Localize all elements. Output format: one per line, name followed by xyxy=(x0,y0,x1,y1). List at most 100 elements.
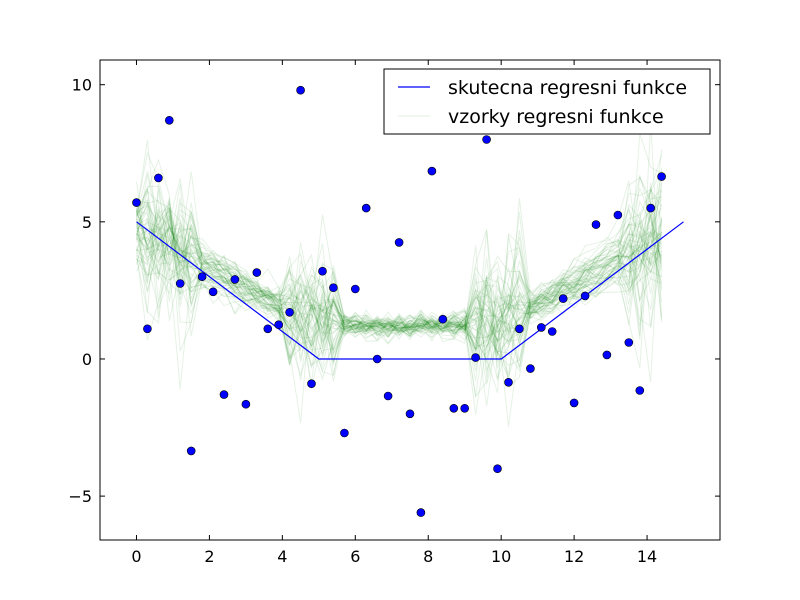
sample-curve xyxy=(136,195,662,351)
sample-curve xyxy=(136,149,663,373)
data-point xyxy=(372,354,382,364)
data-points xyxy=(132,85,666,517)
legend-box xyxy=(383,68,711,135)
sample-curve xyxy=(136,158,663,407)
data-point xyxy=(558,294,568,303)
data-point xyxy=(165,116,174,125)
true-function-layer xyxy=(136,221,684,360)
sample-curve xyxy=(136,219,662,347)
sample-curve xyxy=(136,178,662,342)
plot-frame xyxy=(99,59,721,541)
sample-curve xyxy=(136,226,662,341)
data-point xyxy=(471,353,480,362)
data-point xyxy=(340,428,349,438)
data-point xyxy=(427,166,437,176)
data-point xyxy=(296,85,305,95)
sample-curve xyxy=(136,167,663,415)
data-point xyxy=(416,508,426,517)
sample-curve xyxy=(136,217,663,345)
data-point xyxy=(580,291,590,301)
data-point xyxy=(143,324,152,334)
data-point xyxy=(252,268,262,277)
data-point xyxy=(230,275,240,284)
data-point xyxy=(515,324,524,334)
sample-curve xyxy=(136,207,662,364)
sample-curve xyxy=(136,246,662,368)
x-tick-label: 10 xyxy=(491,547,511,566)
data-point xyxy=(482,135,491,144)
data-point xyxy=(569,398,579,408)
sample-curve xyxy=(136,216,663,333)
data-point xyxy=(361,203,371,213)
data-point xyxy=(241,399,251,409)
legend-label-true-function: skutecna regresni funkce xyxy=(448,77,687,99)
x-tick-label: 0 xyxy=(131,547,141,566)
sample-curve xyxy=(136,227,662,364)
data-point xyxy=(318,266,327,276)
data-point xyxy=(493,464,502,474)
data-point xyxy=(263,324,273,334)
sample-curve xyxy=(136,187,663,363)
sample-curve xyxy=(136,220,663,365)
sample-curve xyxy=(136,179,663,427)
data-point xyxy=(329,283,338,293)
data-point xyxy=(132,198,141,207)
sample-curve xyxy=(136,197,662,424)
sample-curve xyxy=(136,188,663,367)
data-point xyxy=(285,307,294,317)
y-tick-label: 0 xyxy=(82,350,92,369)
sample-curve xyxy=(136,186,663,334)
sample-curve xyxy=(136,201,663,373)
x-tick-label: 8 xyxy=(423,547,433,566)
sample-curve xyxy=(136,185,663,376)
data-point xyxy=(154,173,163,183)
data-point xyxy=(186,446,196,456)
data-point xyxy=(547,327,557,336)
data-point xyxy=(274,320,284,330)
x-tick-label: 14 xyxy=(637,547,657,566)
data-point xyxy=(591,220,601,229)
sample-curves xyxy=(136,123,663,427)
sample-curve xyxy=(136,175,663,357)
data-point xyxy=(536,323,546,332)
plot-area xyxy=(100,60,720,540)
sample-curve xyxy=(136,170,663,365)
legend-label-samples: vzorky regresni funkce xyxy=(448,106,664,128)
sample-curve xyxy=(136,173,663,341)
data-point xyxy=(635,386,645,395)
sample-curve xyxy=(136,133,662,376)
sample-curve xyxy=(136,220,663,390)
sample-curve xyxy=(136,214,663,381)
sample-curve xyxy=(136,151,662,338)
sample-curve xyxy=(136,231,663,343)
sample-curve xyxy=(136,154,663,362)
sample-curve xyxy=(136,123,663,367)
sample-curve xyxy=(136,189,662,397)
sample-curve xyxy=(136,190,663,382)
legend: skutecna regresni funkce vzorky regresni… xyxy=(383,68,711,135)
data-point xyxy=(438,314,448,324)
data-point xyxy=(646,203,656,213)
y-tick-label: 10 xyxy=(72,76,92,95)
sample-curve xyxy=(136,231,662,385)
data-point xyxy=(449,403,459,413)
sample-curve xyxy=(136,177,663,351)
sample-curve xyxy=(136,183,663,356)
sample-curve xyxy=(136,190,663,368)
data-point xyxy=(613,210,623,220)
data-point xyxy=(526,364,535,373)
sample-curve xyxy=(136,233,663,356)
x-tick-label: 12 xyxy=(564,547,584,566)
sample-curve xyxy=(136,220,663,349)
y-tick-label: −5 xyxy=(68,487,92,506)
sample-curve xyxy=(136,198,662,355)
sample-curve xyxy=(136,171,662,372)
sample-curve xyxy=(136,175,662,352)
data-point xyxy=(197,272,207,282)
data-point xyxy=(307,379,316,389)
data-point xyxy=(460,403,470,413)
sample-curve xyxy=(136,220,663,359)
sample-curve xyxy=(136,218,662,352)
sample-curve xyxy=(136,206,663,354)
axis-ticks: 0 2 4 6 8 10 12 14 −5 0 5 10 xyxy=(68,60,720,566)
